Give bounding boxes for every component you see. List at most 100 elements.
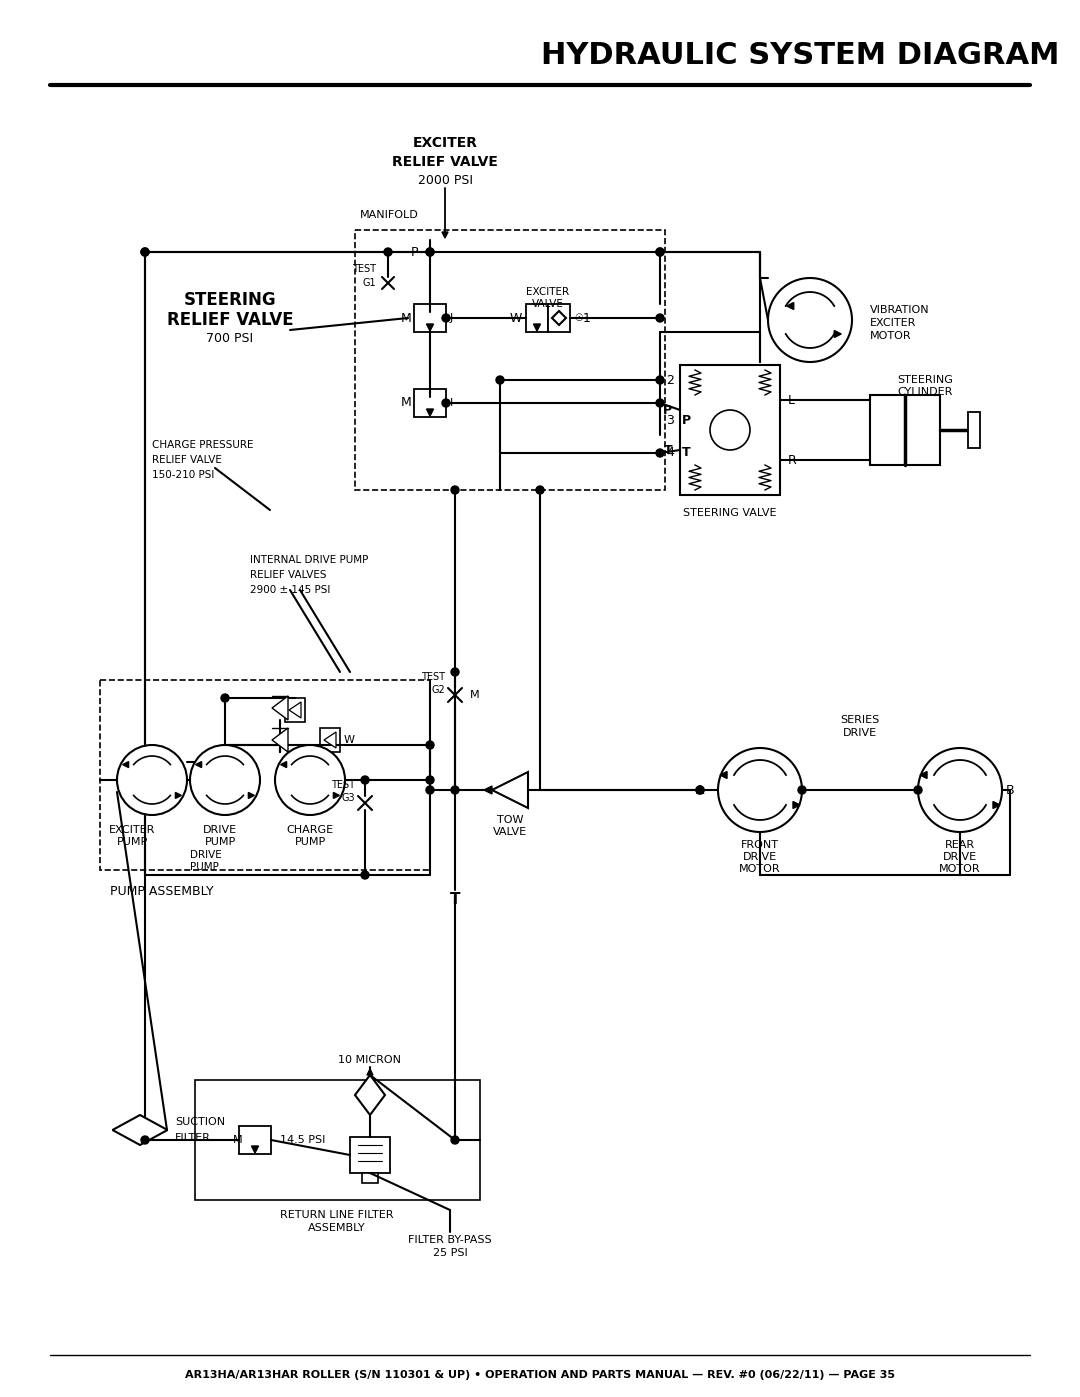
Text: TOW: TOW	[497, 814, 523, 826]
Text: RELIEF VALVES: RELIEF VALVES	[249, 570, 326, 580]
Circle shape	[656, 249, 664, 256]
Bar	[414, 388, 446, 416]
Bar	[680, 365, 780, 495]
Text: PUMP: PUMP	[295, 837, 326, 847]
Polygon shape	[272, 696, 288, 719]
Text: 10 MICRON: 10 MICRON	[338, 1055, 402, 1065]
Text: M: M	[233, 1134, 243, 1146]
Circle shape	[451, 668, 459, 676]
Circle shape	[442, 314, 450, 321]
Bar	[355, 231, 665, 490]
Bar	[100, 680, 430, 870]
Bar	[362, 1173, 378, 1183]
Text: RETURN LINE FILTER: RETURN LINE FILTER	[280, 1210, 394, 1220]
Circle shape	[426, 740, 434, 749]
Circle shape	[656, 400, 664, 407]
Text: 2000 PSI: 2000 PSI	[418, 173, 473, 187]
Text: FILTER BY-PASS: FILTER BY-PASS	[408, 1235, 491, 1245]
Text: SERIES: SERIES	[840, 715, 879, 725]
Polygon shape	[720, 771, 727, 778]
Polygon shape	[195, 761, 202, 767]
Text: INTERNAL DRIVE PUMP: INTERNAL DRIVE PUMP	[249, 555, 368, 564]
Polygon shape	[272, 728, 288, 752]
Text: CYLINDER: CYLINDER	[897, 387, 953, 397]
Circle shape	[710, 409, 750, 450]
Text: STEERING VALVE: STEERING VALVE	[684, 509, 777, 518]
Polygon shape	[324, 732, 336, 747]
Polygon shape	[427, 409, 433, 416]
Polygon shape	[281, 761, 286, 767]
Bar	[526, 305, 548, 332]
Text: RELIEF VALVE: RELIEF VALVE	[152, 455, 221, 465]
Polygon shape	[484, 787, 492, 793]
Text: P: P	[663, 404, 672, 416]
Circle shape	[696, 787, 704, 793]
Text: G2: G2	[431, 685, 445, 694]
Circle shape	[656, 249, 664, 256]
Circle shape	[918, 747, 1002, 833]
Text: EXCITER: EXCITER	[870, 319, 916, 328]
Circle shape	[914, 787, 922, 793]
Text: TEST: TEST	[421, 672, 445, 682]
Bar	[414, 305, 446, 332]
Circle shape	[451, 787, 459, 793]
Text: 14.5 PSI: 14.5 PSI	[280, 1134, 325, 1146]
Text: AR13HA/AR13HAR ROLLER (S/N 110301 & UP) • OPERATION AND PARTS MANUAL — REV. #0 (: AR13HA/AR13HAR ROLLER (S/N 110301 & UP) …	[185, 1370, 895, 1380]
Circle shape	[275, 745, 345, 814]
Text: 1: 1	[583, 312, 591, 324]
Polygon shape	[993, 802, 1000, 809]
Polygon shape	[112, 1115, 167, 1146]
Circle shape	[426, 775, 434, 784]
Text: W: W	[510, 312, 522, 324]
Circle shape	[221, 694, 229, 703]
Circle shape	[141, 249, 149, 256]
Bar	[285, 698, 305, 722]
Text: 150-210 PSI: 150-210 PSI	[152, 469, 214, 481]
Text: SUCTION: SUCTION	[175, 1118, 225, 1127]
Circle shape	[798, 787, 806, 793]
Text: MANIFOLD: MANIFOLD	[360, 210, 419, 219]
Bar	[195, 1080, 480, 1200]
Bar	[350, 1137, 390, 1173]
Polygon shape	[248, 792, 255, 799]
Text: M: M	[402, 312, 411, 324]
Circle shape	[442, 400, 450, 407]
Text: TEST: TEST	[352, 264, 376, 274]
Text: VALVE: VALVE	[532, 299, 564, 309]
Text: 3: 3	[666, 414, 674, 426]
Text: 2: 2	[666, 373, 674, 387]
Text: EXCITER: EXCITER	[109, 826, 156, 835]
Text: 25 PSI: 25 PSI	[433, 1248, 468, 1259]
Text: MOTOR: MOTOR	[739, 863, 781, 875]
Text: 4: 4	[666, 447, 674, 460]
Circle shape	[141, 249, 149, 256]
Text: G3: G3	[341, 793, 355, 803]
Text: T: T	[663, 443, 672, 457]
Text: I: I	[450, 398, 454, 408]
Polygon shape	[442, 232, 448, 237]
Polygon shape	[123, 761, 129, 767]
Text: DRIVE: DRIVE	[743, 852, 778, 862]
Text: PUMP: PUMP	[190, 862, 219, 872]
Polygon shape	[367, 1069, 373, 1076]
Text: M: M	[402, 397, 411, 409]
Polygon shape	[427, 324, 433, 331]
Text: M: M	[470, 690, 480, 700]
Text: RELIEF VALVE: RELIEF VALVE	[392, 155, 498, 169]
Circle shape	[696, 787, 704, 793]
Text: PUMP ASSEMBLY: PUMP ASSEMBLY	[110, 886, 214, 898]
Circle shape	[536, 486, 544, 495]
Bar	[239, 1126, 271, 1154]
Circle shape	[496, 376, 504, 384]
Text: HYDRAULIC SYSTEM DIAGRAM: HYDRAULIC SYSTEM DIAGRAM	[541, 41, 1059, 70]
Polygon shape	[334, 792, 339, 799]
Circle shape	[384, 249, 392, 256]
Text: VIBRATION: VIBRATION	[870, 305, 930, 314]
Text: MOTOR: MOTOR	[940, 863, 981, 875]
Polygon shape	[289, 703, 301, 718]
Text: ☉: ☉	[573, 313, 583, 323]
Text: R: R	[788, 454, 797, 467]
Polygon shape	[793, 802, 800, 809]
Text: T: T	[449, 893, 460, 908]
Polygon shape	[552, 312, 566, 326]
